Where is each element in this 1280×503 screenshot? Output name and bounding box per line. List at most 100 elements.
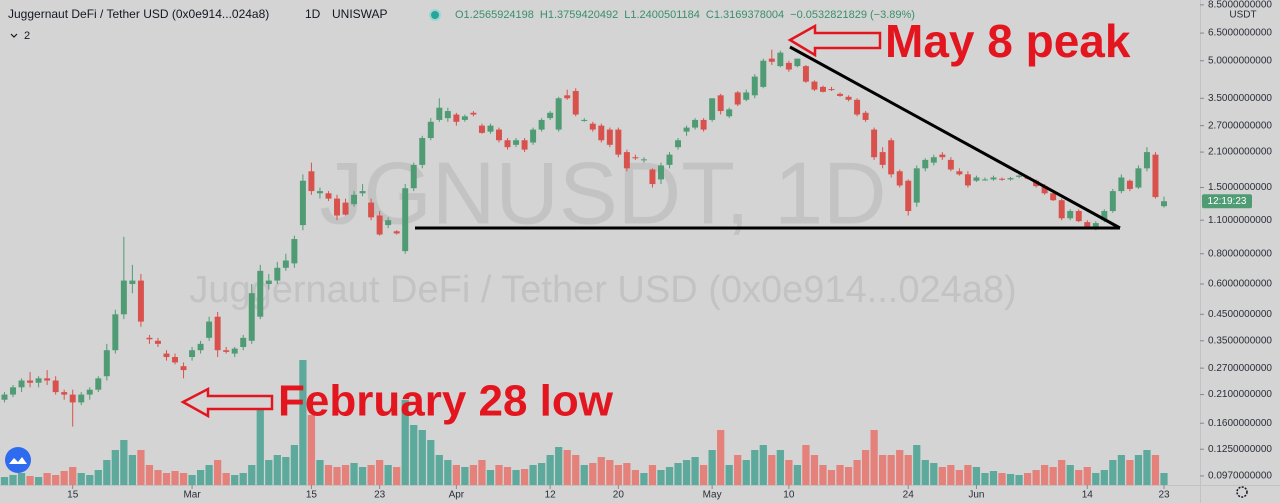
candle-body (538, 119, 545, 130)
candle-body (35, 378, 42, 383)
collapse-toggle[interactable] (10, 33, 18, 38)
candle-body (837, 93, 844, 96)
volume-bar (972, 467, 981, 485)
volume-bar (563, 450, 571, 485)
volume-bar (52, 475, 60, 485)
candle-body (78, 394, 85, 403)
volume-bar (9, 475, 17, 485)
volume-bar (1006, 474, 1015, 485)
volume-bar (350, 463, 358, 485)
candle-body (581, 119, 588, 121)
legend-value: O1.2565924198 (455, 9, 534, 21)
volume-bar (1058, 460, 1066, 485)
candle-body (572, 91, 579, 115)
volume-bar (222, 473, 230, 485)
candle-body (1118, 177, 1125, 192)
candle-body (709, 98, 716, 120)
candle-body (120, 280, 127, 315)
candle-body (734, 92, 741, 105)
candle-body (615, 129, 622, 155)
volume-bar (111, 450, 119, 485)
candle-body (95, 378, 102, 390)
candle-body (223, 350, 230, 352)
candle-body (692, 119, 699, 128)
volume-bar (103, 460, 111, 485)
candle-body (496, 129, 502, 141)
price-axis: 8.5000000000 6.5000000000 5.0000000000 3.50… (1200, 0, 1272, 482)
candle-body (1152, 154, 1159, 198)
candle-body (342, 202, 349, 215)
candle-body (214, 316, 221, 351)
candle-body (1058, 200, 1065, 219)
volume-bar (444, 460, 452, 485)
volume-bar (776, 450, 784, 485)
indicator-count[interactable]: 2 (24, 30, 30, 42)
volume-bar (1109, 460, 1117, 485)
volume-bar (461, 467, 469, 485)
x-tick-label: 24 (903, 490, 915, 501)
volume-bar (887, 455, 895, 485)
y-tick-label: 0.2100000000 (1208, 389, 1272, 400)
volume-bar (171, 471, 179, 485)
y-tick-label: 1.1000000000 (1208, 215, 1272, 226)
candle-body (845, 96, 852, 100)
volume-bar (299, 360, 307, 485)
volume-bar (188, 475, 196, 485)
candle-body (308, 171, 315, 192)
volume-bar (913, 445, 921, 485)
arrow (787, 23, 882, 58)
candle-body (231, 348, 238, 354)
volume-bar (742, 460, 750, 485)
x-tick-label: 10 (783, 490, 795, 501)
volume-bar (256, 405, 264, 485)
candle-body (504, 140, 511, 148)
volume-bar (529, 465, 537, 485)
x-tick-label: 14 (1082, 490, 1094, 501)
candle-body (854, 99, 861, 115)
volume-bar (1041, 465, 1049, 485)
volume-bar (802, 445, 810, 485)
volume-bar (196, 470, 205, 485)
settings[interactable] (1236, 486, 1248, 498)
candle-body (154, 340, 161, 344)
candle-body (299, 180, 306, 226)
volume-bar (555, 447, 563, 485)
volume-bar (580, 465, 588, 485)
volume-layer (0, 360, 1168, 485)
candle-body (649, 169, 656, 185)
volume-bar (1160, 473, 1168, 485)
volume-bar (785, 460, 793, 485)
candle-body (427, 121, 434, 139)
candle-body (385, 220, 392, 226)
x-tick-label: 15 (306, 490, 318, 501)
legend-value: −0.0532821829 (−3.89%) (790, 9, 915, 21)
candle-body (623, 152, 630, 169)
volume-bar (964, 465, 972, 485)
volume-bar (1015, 475, 1023, 485)
candle-body (410, 164, 417, 189)
volume-bar (214, 460, 222, 485)
candle-body (265, 280, 272, 285)
candle-body (777, 52, 784, 67)
volume-bar (1083, 467, 1091, 485)
volume-bar (640, 473, 648, 485)
candle-body (640, 159, 647, 161)
logo[interactable] (5, 447, 31, 473)
candle-body (717, 95, 724, 112)
candle-body (1109, 191, 1116, 212)
candle-body (930, 157, 937, 163)
candle-body (547, 112, 554, 119)
candle-body (436, 107, 443, 120)
price-tag: 12:19:23 (1202, 194, 1252, 209)
candle-body (52, 380, 59, 393)
candle-body (453, 114, 460, 122)
time-axis: 15 Mar 15 23 Apr 12 20 May 10 24 Jun 14 23 (67, 485, 1170, 501)
candle-body (939, 154, 946, 158)
x-tick-label: Jun (968, 490, 984, 501)
volume-bar (836, 465, 844, 485)
y-tick-label: 3.5000000000 (1208, 93, 1272, 104)
y-tick-label: 2.1000000000 (1208, 147, 1272, 158)
x-tick-label: 20 (613, 490, 625, 501)
candle-body (487, 125, 494, 132)
candle-body (862, 112, 869, 120)
